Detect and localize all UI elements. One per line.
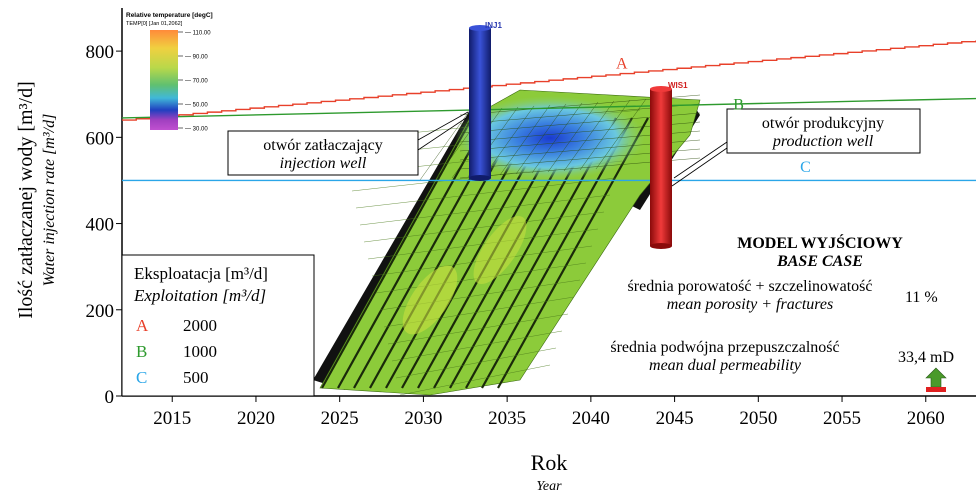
model-info: MODEL WYJŚCIOWY BASE CASE średnia porowa… [610,233,954,392]
porosity-en: mean porosity + fractures [667,296,833,313]
y-tick-label: 800 [86,42,115,63]
perm-pl: średnia podwójna przepuszczalność [610,339,839,356]
x-tick-label: 2060 [907,408,945,429]
y-axis-label: Ilość zatłaczanej wody [m³/d] [15,81,37,319]
x-axis-label-en: Year [536,479,562,494]
x-tick-label: 2040 [572,408,610,429]
production-well-en: production well [772,133,874,150]
legend-entry-value: 500 [183,368,209,387]
injection-well-pl: otwór zatłaczający [263,137,382,154]
legend-entry-label: C [136,368,147,387]
legend-entry-value: 1000 [183,342,217,361]
colorbar-tick-label: — 50.00 [185,103,208,109]
temperature-colorbar: Relative temperature [degC] TEMP[0] [Jan… [126,12,213,133]
series-label-c: C [800,159,811,176]
legend-title-en: Exploitation [m³/d] [133,286,266,305]
series-lines [121,40,976,182]
injection-well [469,25,491,181]
injection-well-en: injection well [280,155,367,172]
x-tick-label: 2020 [237,408,275,429]
y-ticks: 0 200 400 600 800 [86,42,122,408]
x-tick-label: 2035 [488,408,526,429]
x-tick-label: 2045 [656,408,694,429]
series-line-b [121,97,976,119]
colorbar-tick-label: — 30.00 [185,127,208,133]
inj-well-label: INJ1 [485,21,502,30]
series-label-b: B [733,96,744,113]
prod-well-label: WIS1 [668,81,688,90]
y-tick-label: 400 [86,215,115,236]
injection-well-callout: otwór zatłaczający injection well [227,111,469,176]
legend-title: Eksploatacja [m³/d] [134,264,268,283]
x-tick-label: 2055 [823,408,861,429]
legend-entry-value: 2000 [183,316,217,335]
series-line-a [122,40,976,121]
production-well-pl: otwór produkcyjny [762,115,884,132]
colorbar-tick-label: — 110.00 [185,31,211,37]
legend: Eksploatacja [m³/d] Exploitation [m³/d] … [121,254,315,397]
x-tick-label: 2025 [321,408,359,429]
legend-entry-label: B [136,342,147,361]
colorbar-tick-label: — 90.00 [185,55,208,61]
y-tick-label: 0 [105,387,115,408]
x-tick-label: 2050 [739,408,777,429]
x-tick-label: 2015 [153,408,191,429]
colorbar-title: Relative temperature [degC] [126,12,213,19]
model-title-pl: MODEL WYJŚCIOWY [737,233,903,252]
colorbar-subtitle: TEMP[0] [Jan 01,2062] [126,21,183,27]
series-labels: A B C [616,55,811,175]
y-tick-label: 600 [86,128,115,149]
x-tick-label: 2030 [404,408,442,429]
production-well [650,86,672,249]
porosity-value: 11 % [905,289,938,306]
perm-value: 33,4 mD [898,349,954,366]
legend-entry-label: A [136,316,149,335]
perm-en: mean dual permeability [649,357,802,374]
permeability-arrow-icon [925,367,947,392]
x-ticks: 2015 2020 2025 2030 2035 2040 2045 2050 2055 2060 [153,396,945,429]
y-tick-label: 200 [86,301,115,322]
series-label-a: A [616,55,628,72]
x-axis-label: Rok [531,450,568,475]
colorbar-tick-label: — 70.00 [185,79,208,85]
porosity-pl: średnia porowatość + szczelinowatość [628,278,873,295]
production-well-callout: otwór produkcyjny production well [671,108,921,187]
y-axis-label-en: Water injection rate [m³/d] [41,114,58,287]
model-title-en: BASE CASE [776,253,863,270]
